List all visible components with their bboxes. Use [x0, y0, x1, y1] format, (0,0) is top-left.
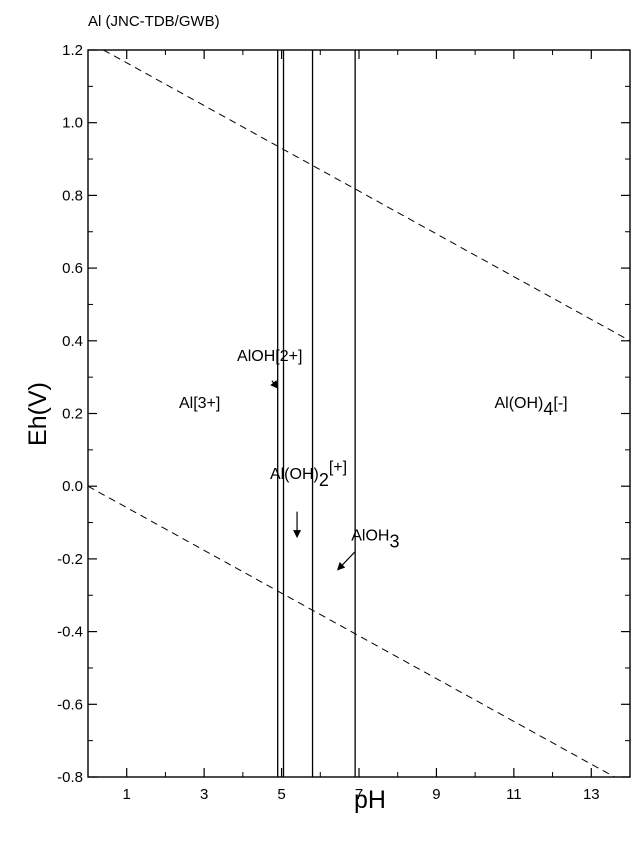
water-stability-lines — [87, 49, 631, 778]
species-labels: Al[3+] AlOH[2+] Al(OH)2[+] AlOH3 Al(OH)4[-] — [179, 348, 568, 552]
x-tick-label: 1 — [123, 786, 131, 803]
hydrogen-stability-line — [87, 485, 615, 778]
chart-title: Al (JNC-TDB/GWB) — [88, 13, 220, 30]
label-arrows — [270, 380, 356, 571]
species-label: Al[3+] — [179, 395, 220, 412]
y-axis-title: Eh(V) — [24, 382, 52, 446]
species-label: AlOH[2+] — [237, 348, 302, 365]
y-tick-label: 0.4 — [62, 333, 83, 350]
x-tick-label: 7 — [355, 786, 363, 803]
x-tick-label: 11 — [506, 786, 522, 803]
oxygen-stability-line — [103, 49, 631, 342]
y-tick-label: -0.8 — [57, 769, 83, 786]
label-arrow — [270, 380, 279, 389]
y-tick-label: 1.0 — [62, 115, 83, 132]
x-axis: 1 3 5 7 9 11 13 — [87, 50, 631, 803]
x-tick-label: 3 — [200, 786, 208, 803]
x-tick-label: 13 — [583, 786, 600, 803]
species-label: Al(OH)4[-] — [495, 395, 568, 419]
species-label: Al(OH)2[+] — [270, 459, 347, 490]
species-boundaries — [277, 50, 356, 777]
y-tick-label: -0.6 — [57, 696, 83, 713]
y-tick-label: -0.2 — [57, 551, 83, 568]
species-label: AlOH3 — [351, 528, 399, 552]
y-tick-label: 0.6 — [62, 260, 83, 277]
y-tick-label: 1.2 — [62, 42, 83, 59]
y-tick-label: 0.8 — [62, 187, 83, 204]
y-axis: -0.8 -0.6 -0.4 -0.2 0.0 0.2 0.4 0.6 0.8 1.0 1.2 — [57, 42, 630, 786]
y-tick-label: 0.0 — [62, 478, 83, 495]
y-tick-label: -0.4 — [57, 624, 83, 641]
label-arrow — [337, 551, 356, 571]
x-tick-label: 5 — [277, 786, 285, 803]
x-tick-label: 9 — [432, 786, 440, 803]
y-tick-label: 0.2 — [62, 406, 83, 423]
x-axis-title: pH — [354, 786, 386, 814]
